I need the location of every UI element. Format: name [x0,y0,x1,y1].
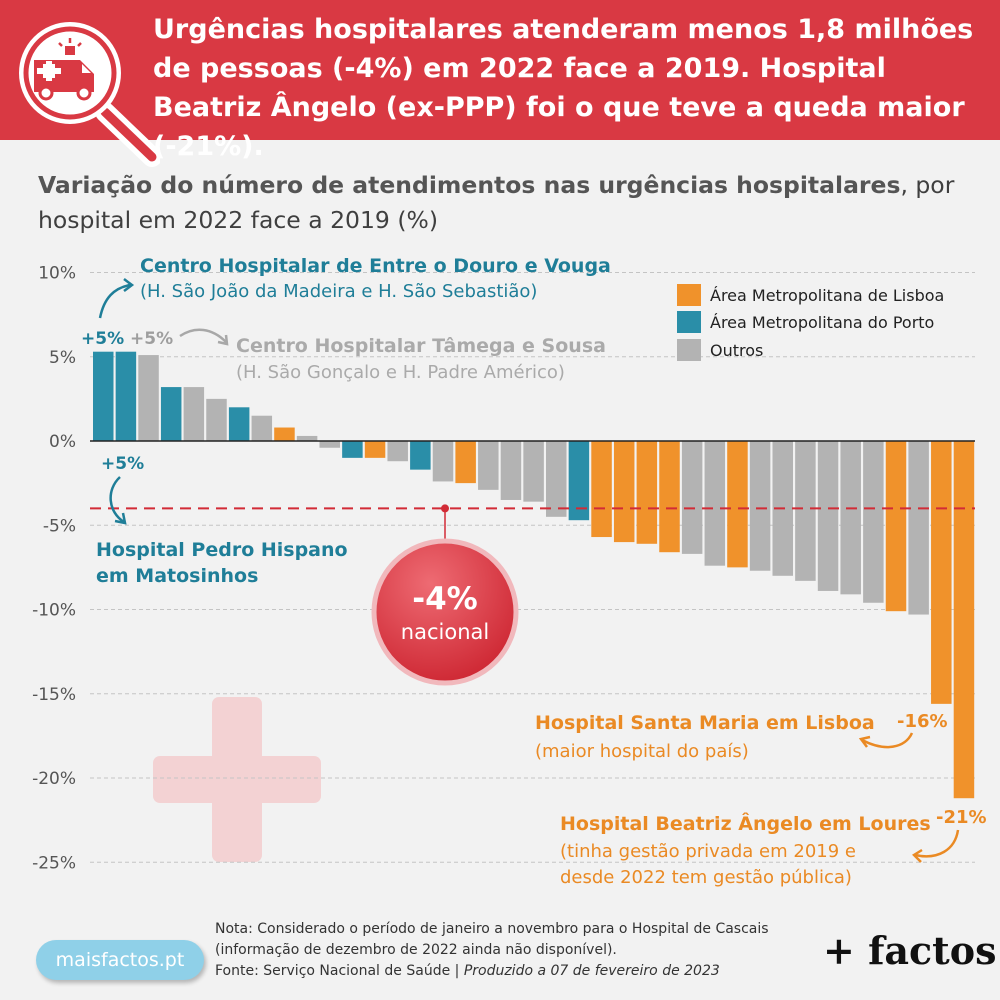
annotation-douro-arrow [98,283,131,319]
annotation-santamaria-subtitle: (maior hospital do país) [535,741,749,762]
bar-lisboa [659,441,680,553]
annotation-tamega-arrow [179,328,227,343]
annotation-loures-title: Hospital Beatriz Ângelo em Loures [560,812,931,835]
annotation-matosinhos-value: +5% [101,454,144,474]
bar-lisboa [931,441,952,704]
bar-outros [749,441,771,571]
bar-outros [704,441,726,566]
bar-outros [795,441,816,581]
annotation-tamega-value: +5% [130,329,173,349]
bar-outros [138,355,159,441]
bar-porto [228,407,250,441]
annotation-tamega-title: Centro Hospitalar Tâmega e Sousa [236,335,606,357]
legend-label-lisboa: Área Metropolitana de Lisboa [710,286,944,305]
bar-outros [817,441,839,591]
bar-lisboa [636,441,658,544]
footnote-source-line: Fonte: Serviço Nacional de Saúde | Produ… [215,961,825,982]
header-banner [0,0,1000,140]
y-tick-label: 0% [49,432,76,452]
footnote-source: Fonte: Serviço Nacional de Saúde | [215,963,464,979]
bar-outros [206,398,227,441]
bar-lisboa [591,441,612,538]
bar-lisboa [613,441,635,543]
bar-outros [908,441,929,615]
bar-lisboa [885,441,907,612]
footnote-note: Nota: Considerado o período de janeiro a… [215,921,769,958]
headline: Urgências hospitalares atenderam menos 1… [153,14,974,162]
bar-porto [342,441,363,458]
annotation-loures-subtitle2: desde 2022 tem gestão pública) [560,867,852,888]
legend-swatch-lisboa [677,284,701,306]
annotation-loures-subtitle: (tinha gestão privada em 2019 e [560,841,856,862]
bar-lisboa [274,427,295,441]
bar-outros [296,435,318,441]
bar-outros [840,441,861,595]
y-tick-label: -20% [32,769,76,789]
annotation-santamaria-arrow [861,732,914,749]
bar-outros [387,441,408,462]
annotation-matosinhos-title2: em Matosinhos [96,565,258,587]
bar-outros [478,441,499,490]
ambulance-magnifier-icon [19,22,160,167]
medical-cross-watermark [153,697,321,862]
subtitle-rest: , por hospital em 2022 face a 2019 (%) [38,171,955,234]
bar-porto [115,351,137,441]
bar-outros [523,441,544,502]
y-tick-label: -25% [32,853,76,873]
brand-logo: + factos [823,928,997,973]
subtitle-bold: Variação do número de atendimentos nas u… [38,171,901,199]
bar-outros [863,441,884,603]
site-link[interactable]: maisfactos.pt [36,940,204,980]
bar-outros [681,441,703,554]
annotation-douro-title: Centro Hospitalar de Entre o Douro e Vou… [140,255,611,277]
national-average-value: -4% [412,581,478,617]
national-average-bubble [371,538,519,686]
footnote-produced: Produzido a 07 de fevereiro de 2023 [463,963,720,979]
bar-lisboa [455,441,476,484]
legend-swatch-outros [677,339,701,361]
bar-outros [500,441,522,500]
legend-label-porto: Área Metropolitana do Porto [710,313,934,332]
bar-porto [568,441,590,521]
bar-porto [93,351,114,441]
annotation-tamega-subtitle: (H. São Gonçalo e H. Padre Américo) [236,362,565,383]
bar-porto [410,441,431,470]
annotation-santamaria-title: Hospital Santa Maria em Lisboa [535,712,875,734]
bar-porto [160,387,182,441]
y-tick-label: 5% [49,348,76,368]
y-tick-label: -5% [43,516,76,536]
annotation-matosinhos-title: Hospital Pedro Hispano [96,539,348,561]
bar-outros [183,387,205,441]
bar-outros [432,441,454,482]
legend-swatch-porto [677,311,701,333]
bar-lisboa [727,441,748,568]
bar-outros [546,441,567,517]
bar-outros [319,441,340,448]
annotation-loures-value: -21% [936,807,987,828]
annotation-loures-arrow [914,829,960,858]
bar-lisboa [953,441,975,799]
y-tick-label: -15% [32,685,76,705]
chart-subtitle: Variação do número de atendimentos nas u… [38,168,968,238]
annotation-douro-subtitle: (H. São João da Madeira e H. São Sebasti… [140,281,537,302]
annotation-douro-value: +5% [81,329,124,349]
y-tick-label: 10% [38,264,76,284]
bar-outros [251,415,273,441]
annotation-matosinhos-arrow [109,476,125,524]
footnote: Nota: Considerado o período de janeiro a… [215,919,825,982]
national-average-marker [441,504,449,513]
national-average-label: nacional [401,620,489,644]
bar-lisboa [364,441,386,458]
annotation-santamaria-value: -16% [897,711,948,732]
chart-legend: Área Metropolitana de Lisboa Área Metrop… [677,284,944,361]
legend-label-outros: Outros [710,341,763,360]
y-tick-label: -10% [32,601,76,621]
